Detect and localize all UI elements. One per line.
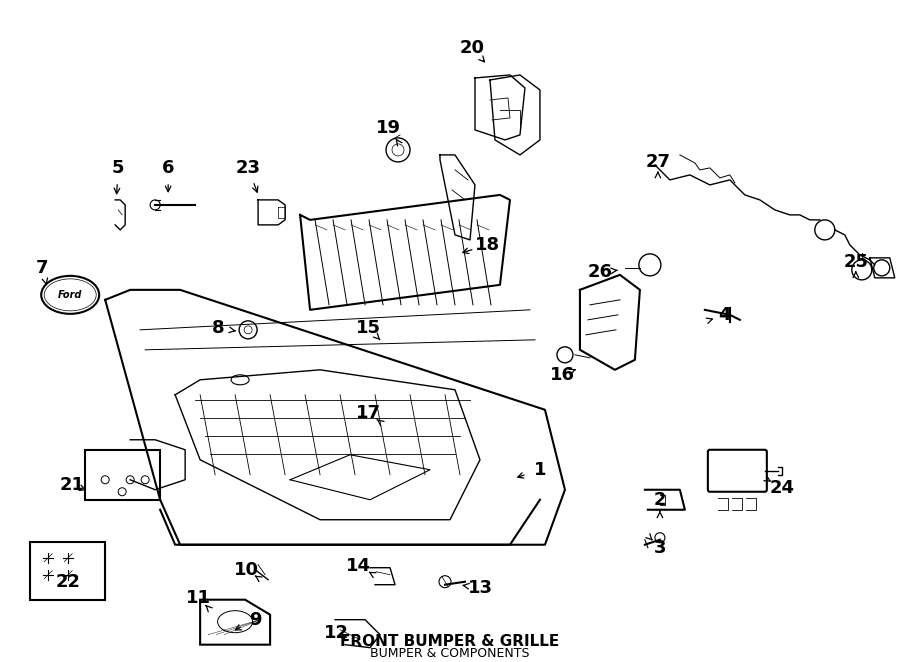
Text: 24: 24: [770, 479, 795, 496]
Text: 2: 2: [653, 491, 666, 508]
Text: 27: 27: [645, 153, 670, 171]
Text: 4: 4: [718, 306, 731, 324]
Text: 7: 7: [36, 259, 49, 277]
Text: BUMPER & COMPONENTS: BUMPER & COMPONENTS: [370, 647, 530, 660]
Text: 25: 25: [843, 253, 868, 271]
Text: 14: 14: [346, 557, 371, 575]
Bar: [31, 542, 105, 600]
Text: 11: 11: [185, 589, 211, 606]
Text: 22: 22: [56, 573, 81, 591]
Text: 6: 6: [162, 159, 175, 177]
Text: 13: 13: [467, 579, 492, 596]
Text: 1: 1: [534, 461, 546, 479]
Text: Ford: Ford: [58, 290, 83, 300]
Text: 21: 21: [59, 476, 85, 494]
Text: 5: 5: [112, 159, 124, 177]
Text: 17: 17: [356, 404, 381, 422]
Text: 8: 8: [212, 319, 224, 337]
Text: 18: 18: [475, 236, 500, 254]
Text: 23: 23: [236, 159, 261, 177]
Text: 20: 20: [460, 39, 484, 57]
Text: 10: 10: [234, 561, 258, 579]
Text: 15: 15: [356, 319, 381, 337]
Text: 26: 26: [588, 263, 612, 281]
Text: 19: 19: [375, 119, 401, 137]
Text: FRONT BUMPER & GRILLE: FRONT BUMPER & GRILLE: [340, 634, 560, 649]
Text: 3: 3: [653, 539, 666, 557]
Text: 16: 16: [549, 366, 574, 384]
Bar: [86, 449, 160, 500]
Text: 12: 12: [324, 624, 348, 641]
Text: 9: 9: [249, 610, 261, 629]
